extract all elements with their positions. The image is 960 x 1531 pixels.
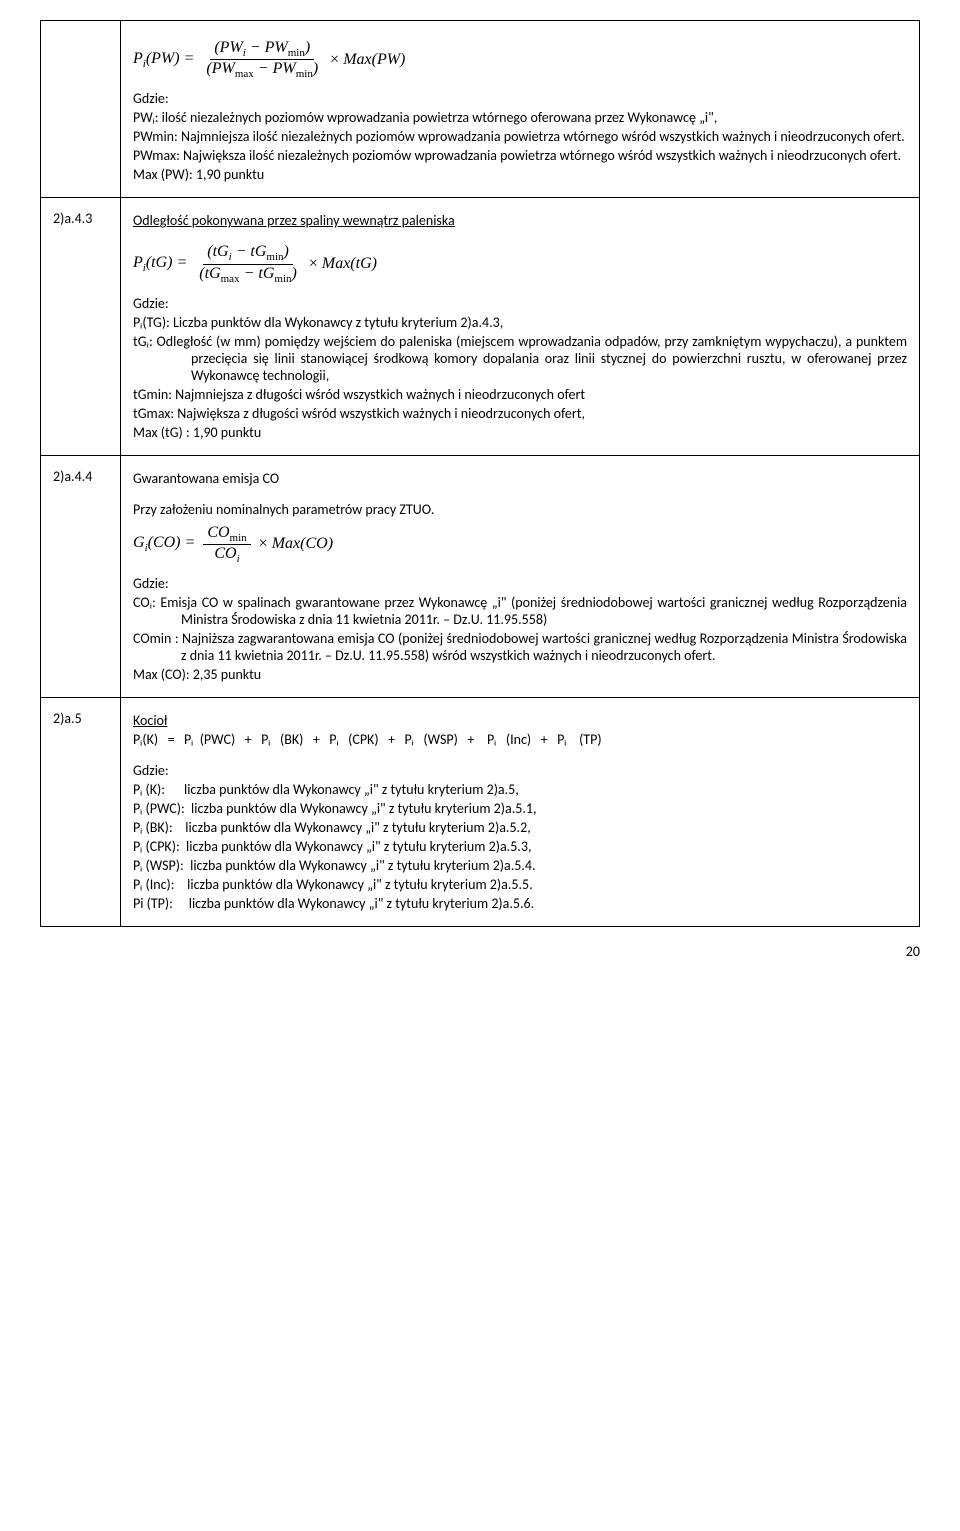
gdzie-label: Gdzie: (133, 762, 907, 779)
page-number: 20 (40, 943, 920, 960)
tg-line-2: tGᵢ: Odległość (w mm) pomiędzy wejściem … (133, 333, 907, 384)
k-line-7: Pi (TP): liczba punktów dla Wykonawcy „i… (133, 895, 907, 912)
k-line-3: Pᵢ (BK): liczba punktów dla Wykonawcy „i… (133, 819, 907, 836)
k-line-2: Pᵢ (PWC): liczba punktów dla Wykonawcy „… (133, 800, 907, 817)
tg-line-5: Max (tG) : 1,90 punktu (133, 424, 907, 441)
tg-line-3: tGmin: Najmniejsza z długości wśród wszy… (133, 386, 907, 403)
row-2-subheading: Przy założeniu nominalnych parametrów pr… (133, 501, 907, 518)
tg-line-4: tGmax: Największa z długości wśród wszys… (133, 405, 907, 422)
gdzie-label: Gdzie: (133, 90, 907, 107)
k-line-5: Pᵢ (WSP): liczba punktów dla Wykonawcy „… (133, 857, 907, 874)
document-table: Pi(PW) = (PWi − PWmin) (PWmax − PWmin) ×… (40, 20, 920, 927)
row-3-label: 2)a.5 (41, 698, 121, 927)
row-0-label-cell (41, 21, 121, 198)
tg-line-1: Pᵢ(TG): Liczba punktów dla Wykonawcy z t… (133, 314, 907, 331)
row-1-heading: Odległość pokonywana przez spaliny wewną… (133, 212, 907, 229)
pw-line-2: PWmin: Najmniejsza ilość niezależnych po… (133, 128, 907, 145)
row-3-equation: Pᵢ(K) = Pᵢ (PWC) + Pᵢ (BK) + Pᵢ (CPK) + … (133, 731, 907, 748)
formula-tg: Pi(tG) = (tGi − tGmin) (tGmax − tGmin) ×… (133, 243, 907, 284)
gdzie-label: Gdzie: (133, 575, 907, 592)
gdzie-label: Gdzie: (133, 295, 907, 312)
co-line-3: Max (CO): 2,35 punktu (133, 666, 907, 683)
co-line-2: COmin : Najniższa zagwarantowana emisja … (133, 630, 907, 664)
row-2-content: Gwarantowana emisja CO Przy założeniu no… (121, 455, 920, 697)
formula-co: Gi(CO) = COmin COi × Max(CO) (133, 524, 907, 565)
row-3-heading: Kocioł (133, 712, 907, 729)
k-line-6: Pᵢ (Inc): liczba punktów dla Wykonawcy „… (133, 876, 907, 893)
row-2-label: 2)a.4.4 (41, 455, 121, 697)
pw-line-1: PWᵢ: ilość niezależnych poziomów wprowad… (133, 109, 907, 126)
row-0-content: Pi(PW) = (PWi − PWmin) (PWmax − PWmin) ×… (121, 21, 920, 198)
k-line-1: Pᵢ (K): liczba punktów dla Wykonawcy „i"… (133, 781, 907, 798)
pw-line-3: PWmax: Największa ilość niezależnych poz… (133, 147, 907, 164)
pw-line-4: Max (PW): 1,90 punktu (133, 166, 907, 183)
row-1-label: 2)a.4.3 (41, 198, 121, 455)
row-2-heading: Gwarantowana emisja CO (133, 470, 907, 487)
formula-pw: Pi(PW) = (PWi − PWmin) (PWmax − PWmin) ×… (133, 39, 907, 80)
row-3-content: Kocioł Pᵢ(K) = Pᵢ (PWC) + Pᵢ (BK) + Pᵢ (… (121, 698, 920, 927)
k-line-4: Pᵢ (CPK): liczba punktów dla Wykonawcy „… (133, 838, 907, 855)
row-1-content: Odległość pokonywana przez spaliny wewną… (121, 198, 920, 455)
co-line-1: COᵢ: Emisja CO w spalinach gwarantowane … (133, 594, 907, 628)
